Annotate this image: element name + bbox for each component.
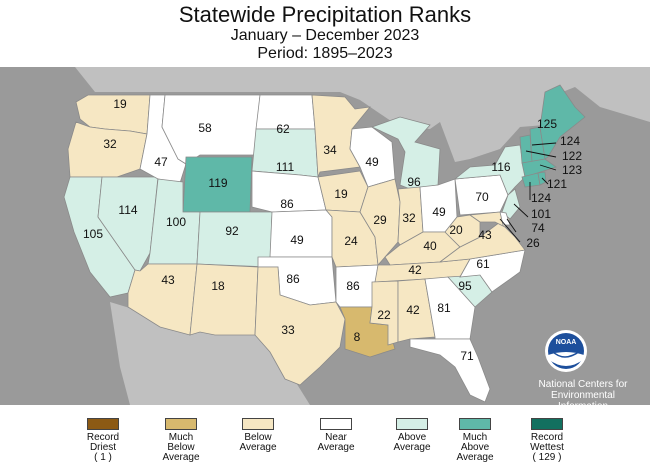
- rank-label-nm: 18: [211, 279, 225, 293]
- rank-label-nc: 61: [476, 257, 490, 271]
- rank-label-va: 43: [478, 228, 492, 242]
- legend-item-above: Above Average: [372, 418, 452, 453]
- legend-swatch-below: [242, 418, 274, 430]
- rank-label-ct: 124: [531, 191, 551, 205]
- rank-label-az: 43: [161, 273, 175, 287]
- rank-label-oh: 49: [432, 205, 446, 219]
- noaa-logo-text: NOAA: [556, 339, 577, 346]
- state-al: [397, 278, 436, 343]
- rank-label-il: 29: [373, 213, 387, 227]
- legend-swatch-near: [320, 418, 352, 430]
- legend-item-much-below: Much Below Average: [141, 418, 221, 463]
- rank-label-md: 26: [526, 236, 540, 250]
- rank-label-ca: 105: [83, 227, 103, 241]
- rank-label-wa: 19: [113, 97, 127, 111]
- credit-line-3: Information: [557, 401, 609, 412]
- rank-label-ne: 86: [280, 197, 294, 211]
- rank-label-ks: 49: [290, 233, 304, 247]
- rank-label-me: 125: [537, 117, 557, 131]
- rank-label-vt: 122: [562, 149, 582, 163]
- rank-label-tx: 33: [281, 323, 295, 337]
- noaa-logo: NOAA: [544, 329, 588, 373]
- credit-line-1: National Centers for: [538, 379, 628, 390]
- state-nj: [501, 188, 521, 220]
- map-subtitle: January – December 2023: [230, 27, 420, 44]
- legend-swatch-much-below: [165, 418, 197, 430]
- legend: Record Driest ( 1 ) Much Below Average B…: [0, 418, 650, 475]
- leader-lines: [499, 142, 557, 243]
- rank-label-sd: 111: [276, 160, 295, 174]
- rank-label-pa: 70: [475, 190, 489, 204]
- legend-item-record-driest: Record Driest ( 1 ): [63, 418, 143, 463]
- map-period: Period: 1895–2023: [257, 45, 393, 62]
- us-map: 19 32 105 114 47 58 119 100 43 92 18 62 111 86 49 86 33 3…: [0, 67, 650, 422]
- rank-label-id: 47: [154, 155, 168, 169]
- rank-label-al: 42: [406, 303, 420, 317]
- legend-swatch-much-above: [459, 418, 491, 430]
- rank-label-tn: 42: [408, 263, 422, 277]
- rank-label-ri: 121: [547, 177, 567, 191]
- canada-land: [75, 67, 650, 162]
- state-vt: [519, 134, 533, 164]
- state-ma: [521, 158, 557, 178]
- legend-swatch-above: [396, 418, 428, 430]
- credit-block: National Centers for Environmental Infor…: [520, 379, 646, 423]
- us-map-svg: 19 32 105 114 47 58 119 100 43 92 18 62 111 86 49 86 33 3…: [0, 67, 650, 405]
- legend-item-near: Near Average: [296, 418, 376, 453]
- rank-label-ut: 100: [166, 215, 186, 229]
- rank-label-mn: 34: [323, 143, 337, 157]
- rank-label-nv: 114: [118, 203, 137, 217]
- legend-item-much-above: Much Above Average: [435, 418, 515, 463]
- legend-item-below: Below Average: [218, 418, 298, 453]
- rank-label-wv: 20: [449, 223, 463, 237]
- rank-label-nd: 62: [276, 122, 290, 136]
- title-block: Statewide Precipitation Ranks January – …: [0, 2, 650, 63]
- legend-swatch-record-driest: [87, 418, 119, 430]
- rank-label-co: 92: [225, 224, 239, 238]
- rank-label-nj: 101: [531, 207, 551, 221]
- rank-label-ok: 86: [286, 272, 300, 286]
- rank-label-fl: 71: [460, 349, 474, 363]
- rank-label-mi: 96: [407, 175, 421, 189]
- rank-label-wi: 49: [365, 155, 379, 169]
- state-fl: [409, 338, 491, 403]
- rank-label-wy: 119: [208, 176, 227, 190]
- rank-label-de: 74: [531, 221, 545, 235]
- rank-label-mo: 24: [344, 234, 358, 248]
- rank-label-in: 32: [402, 211, 416, 225]
- rank-label-ky: 40: [423, 239, 437, 253]
- state-me: [539, 84, 586, 160]
- state-tx: [254, 266, 346, 386]
- rank-label-la: 8: [354, 330, 361, 344]
- mexico-land: [110, 302, 310, 405]
- rank-label-ar: 86: [346, 279, 360, 293]
- rank-label-mt: 58: [198, 121, 212, 135]
- rank-label-ms: 22: [377, 308, 391, 322]
- rank-label-ny: 116: [491, 160, 510, 174]
- rank-label-ma: 123: [562, 163, 582, 177]
- rank-label-nh: 124: [560, 134, 580, 148]
- rank-label-ga: 81: [437, 301, 451, 315]
- map-title: Statewide Precipitation Ranks: [178, 2, 472, 27]
- state-nm: [189, 263, 259, 336]
- rank-label-sc: 95: [458, 279, 472, 293]
- legend-item-record-wettest: Record Wettest ( 129 ): [507, 418, 587, 463]
- credit-date: Fri Jan 5 2024: [555, 412, 611, 422]
- legend-swatch-record-wettest: [531, 418, 563, 430]
- rank-label-ia: 19: [334, 187, 348, 201]
- rank-label-or: 32: [103, 137, 117, 151]
- credit-line-2: Environmental: [551, 390, 615, 401]
